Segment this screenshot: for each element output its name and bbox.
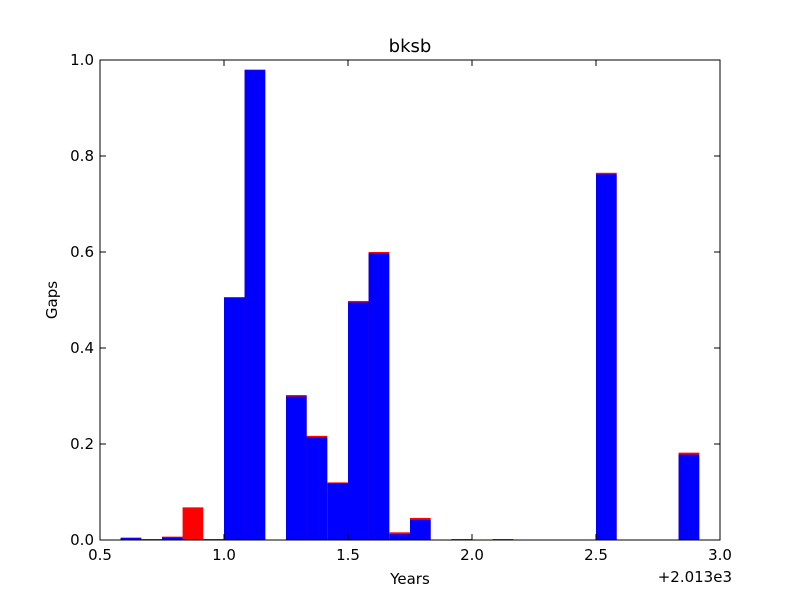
bar-series1-6 <box>327 483 349 540</box>
x-tick-label-0: 0.5 <box>88 546 112 564</box>
x-tick-label-3: 2.0 <box>460 546 484 564</box>
x-axis-label: Years <box>389 570 430 588</box>
x-offset-label: +2.013e3 <box>658 568 732 586</box>
x-tick-label-5: 3.0 <box>708 546 732 564</box>
y-tick-label-5: 1.0 <box>70 51 94 69</box>
y-tick-label-0: 0.0 <box>70 531 94 549</box>
bar-series1-3 <box>244 70 266 540</box>
bar-series1-8 <box>368 253 390 540</box>
plot-frame <box>99 59 721 541</box>
bar-series1-4 <box>286 396 307 540</box>
y-tick-label-1: 0.2 <box>70 435 94 453</box>
bar-series1-1 <box>162 537 183 540</box>
bar-series1-10 <box>410 519 431 540</box>
y-tick-label-3: 0.6 <box>70 243 94 261</box>
bar-series1-7 <box>348 302 369 540</box>
y-tick-label-4: 0.8 <box>70 147 94 165</box>
y-axis-label: Gaps <box>43 281 61 319</box>
y-tick-label-2: 0.4 <box>70 339 94 357</box>
bar-series1-0 <box>120 538 142 540</box>
bar-series1-9 <box>389 534 411 540</box>
bar-series0-3 <box>182 507 204 540</box>
x-tick-label-2: 1.5 <box>336 546 360 564</box>
bar-series1-2 <box>224 297 245 540</box>
ticks-layer: 0.5 1.0 1.5 2.0 2.5 3.0 0.0 0.2 0.4 0.6 0.8 1.0 <box>70 51 732 564</box>
bars-layer <box>120 69 700 541</box>
x-tick-label-4: 2.5 <box>584 546 608 564</box>
chart-title: bksb <box>389 36 432 57</box>
bar-series1-5 <box>306 437 328 540</box>
x-tick-label-1: 1.0 <box>212 546 236 564</box>
bar-series1-11 <box>596 174 617 541</box>
bar-series1-12 <box>678 454 700 540</box>
